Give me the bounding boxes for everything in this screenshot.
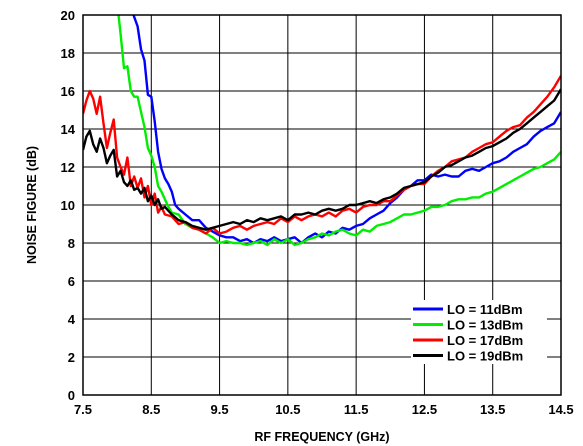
series-layer [83, 15, 561, 247]
plot-frame [82, 14, 562, 396]
series-line-2 [117, 15, 561, 247]
y-tick-label: 16 [61, 84, 75, 99]
y-tick-label: 6 [68, 274, 75, 289]
x-tick-label: 9.5 [211, 402, 229, 417]
x-tick-label: 10.5 [275, 402, 300, 417]
series-line-4 [83, 88, 561, 231]
y-tick-label: 2 [68, 350, 75, 365]
series-line-3 [83, 75, 561, 235]
x-tick-label: 13.5 [480, 402, 505, 417]
y-tick-label: 14 [61, 122, 76, 137]
y-tick-label: 12 [61, 160, 75, 175]
x-tick-label: 11.5 [344, 402, 369, 417]
y-axis-label: NOISE FIGURE (dB) [25, 146, 39, 264]
grid [82, 14, 562, 396]
y-tick-label: 8 [68, 236, 75, 251]
x-tick-label: 7.5 [74, 402, 92, 417]
y-tick-label: 0 [68, 388, 75, 403]
legend-label: LO = 13dBm [447, 318, 523, 333]
x-tick-label: 14.5 [548, 402, 573, 417]
y-tick-label: 18 [61, 46, 75, 61]
legend-box [411, 300, 547, 364]
y-tick-label: 20 [61, 8, 75, 23]
y-tick-label: 4 [68, 312, 76, 327]
legend-label: LO = 19dBm [447, 349, 523, 364]
legend-label: LO = 11dBm [447, 302, 523, 317]
tick-labels: 7.5 8.5 9.5 10.5 11.5 12.5 13.5 14.5 0 2 4 6 8 10 12 14… [61, 8, 574, 417]
y-tick-label: 10 [61, 198, 75, 213]
x-tick-label: 8.5 [142, 402, 160, 417]
x-axis-label: RF FREQUENCY (GHz) [254, 430, 389, 444]
legend-label: LO = 17dBm [447, 333, 523, 348]
x-tick-label: 12.5 [412, 402, 437, 417]
